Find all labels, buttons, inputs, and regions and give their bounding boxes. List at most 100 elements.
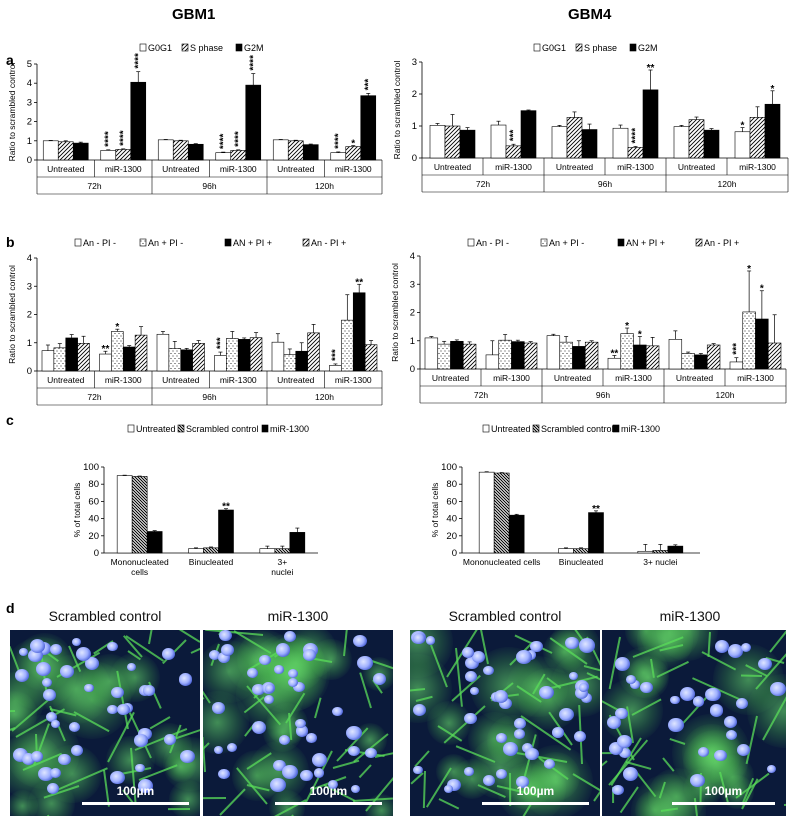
legend-label: An + PI -: [549, 238, 584, 248]
y-tick-label: 3: [27, 281, 32, 292]
category-label: miR-1300: [220, 375, 257, 385]
legend-swatch: [617, 238, 625, 247]
legend-swatch: [532, 424, 540, 433]
bar: [115, 149, 132, 161]
nucleus: [351, 785, 361, 794]
bar: [245, 84, 262, 161]
nucleus: [464, 712, 477, 724]
nucleus: [292, 681, 305, 693]
nucleus: [180, 749, 196, 764]
nucleus: [50, 719, 61, 729]
y-tick-label: 60: [446, 496, 457, 507]
nucleus: [85, 657, 99, 670]
nucleus: [47, 782, 60, 794]
nucleus: [84, 683, 95, 693]
bar: [767, 342, 782, 370]
category-label: miR-1300: [495, 162, 532, 172]
bar: [584, 341, 599, 370]
bar: [508, 514, 525, 554]
bar: [218, 509, 234, 554]
nucleus: [725, 730, 738, 741]
category-label: Untreated: [676, 373, 714, 383]
nucleus: [552, 727, 565, 738]
nucleus: [246, 668, 259, 679]
significance-label: **: [355, 277, 363, 288]
category-label: miR-1300: [105, 375, 142, 385]
legend-swatch: [139, 43, 147, 52]
legend-label: Scrambled control: [541, 424, 614, 434]
bar: [99, 353, 112, 372]
y-axis-label: % of total cells: [430, 483, 440, 538]
nucleus: [709, 704, 724, 717]
y-tick-label: 0: [410, 364, 415, 375]
time-label: 120h: [716, 390, 735, 400]
y-tick-label: 2: [27, 310, 32, 321]
category-label: Untreated: [556, 162, 594, 172]
nucleus: [692, 696, 705, 707]
charts-canvas: 0 1 2 3 4 5 Ratio to scrambled control G0G1 S ph…: [7, 43, 789, 577]
nucleus: [58, 754, 71, 766]
nucleus: [625, 674, 636, 684]
bar: [116, 475, 133, 554]
bar: [360, 95, 377, 161]
bar: [237, 339, 251, 372]
nucleus: [543, 758, 555, 769]
time-label: 72h: [476, 179, 490, 189]
bar: [187, 143, 204, 161]
legend-label: G2M: [244, 43, 264, 53]
micrograph-title: Scrambled control: [448, 608, 562, 624]
nucleus: [471, 650, 486, 663]
nucleus: [483, 774, 496, 786]
y-tick-label: 1: [412, 121, 417, 132]
y-tick-label: 20: [88, 531, 99, 542]
category-label: Binucleated: [559, 557, 604, 567]
legend-swatch: [224, 238, 232, 247]
nucleus: [464, 767, 474, 776]
nucleus: [413, 765, 423, 775]
nucleus: [219, 630, 232, 642]
y-axis-label: % of total cells: [72, 483, 82, 538]
nucleus: [444, 784, 454, 793]
nucleus: [606, 715, 621, 729]
significance-label: **: [610, 348, 618, 359]
bar: [424, 337, 439, 370]
nucleus: [580, 693, 592, 703]
significance-label: **: [647, 63, 655, 74]
bar: [652, 550, 669, 554]
significance-label: ****: [631, 128, 642, 144]
bar: [180, 349, 193, 372]
nucleus: [111, 686, 124, 698]
nucleus: [464, 671, 477, 683]
micrograph-image: 100µm: [410, 630, 600, 816]
bar: [274, 548, 291, 554]
y-tick-label: 4: [410, 251, 415, 262]
nucleus: [306, 733, 317, 743]
nucleus: [107, 641, 118, 652]
scale-bar: [482, 802, 589, 805]
time-label: 96h: [596, 390, 610, 400]
bar: [249, 337, 263, 372]
micrograph-image: 100µm: [203, 630, 393, 816]
bar: [302, 144, 319, 161]
significance-label: ***: [330, 349, 341, 361]
nucleus: [226, 742, 238, 753]
nucleus: [45, 711, 58, 722]
bar: [131, 476, 148, 554]
bar: [588, 512, 604, 554]
category-label: Untreated: [554, 373, 592, 383]
nucleus: [372, 673, 386, 685]
bar: [667, 545, 684, 554]
nucleus: [76, 647, 92, 661]
nucleus: [530, 640, 543, 653]
category-label: Untreated: [678, 162, 716, 172]
legend-label: miR-1300: [270, 424, 309, 434]
scale-bar-label: 100µm: [309, 784, 348, 798]
nucleus: [213, 745, 223, 754]
legend-label: Untreated: [491, 424, 531, 434]
chart-b-gbm1: 0 1 2 3 4 Ratio to scrambled control An - PI -…: [7, 238, 383, 406]
bar: [77, 343, 90, 372]
bar: [668, 339, 683, 370]
nucleus: [496, 769, 507, 779]
nucleus: [503, 742, 518, 756]
nucleus: [559, 708, 574, 722]
